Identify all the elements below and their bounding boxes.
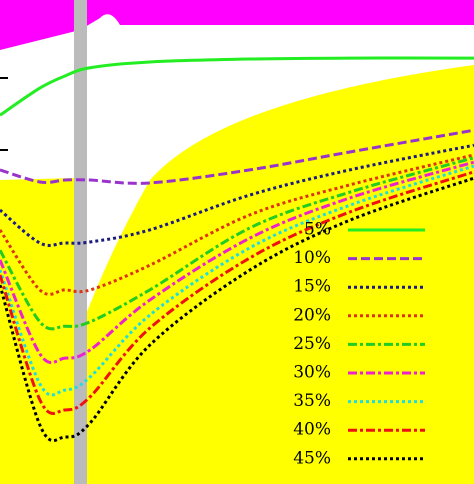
legend-label: 40% [293, 420, 331, 440]
series-line [0, 156, 474, 331]
series-line [0, 164, 474, 397]
legend-label: 35% [293, 391, 331, 411]
series-line [0, 176, 474, 443]
legend-label: 5% [304, 220, 331, 240]
magenta-region [0, 0, 474, 50]
yellow-region [0, 65, 474, 484]
legend-label: 15% [293, 277, 331, 297]
gray-bar [74, 0, 87, 484]
legend-label: 20% [293, 305, 331, 325]
legend-label: 10% [293, 248, 331, 268]
legend: 5% 10% 15% 20% 25% 30% 35% 40% 45% [293, 220, 425, 468]
legend-label: 25% [293, 334, 331, 354]
series-line [0, 153, 474, 296]
plot [0, 56, 474, 443]
series-line [0, 160, 474, 365]
series-line [0, 143, 474, 247]
legend-label: 30% [293, 363, 331, 383]
series-line [0, 128, 474, 185]
series-line [0, 56, 474, 117]
series-line [0, 170, 474, 415]
legend-label: 45% [293, 448, 331, 468]
